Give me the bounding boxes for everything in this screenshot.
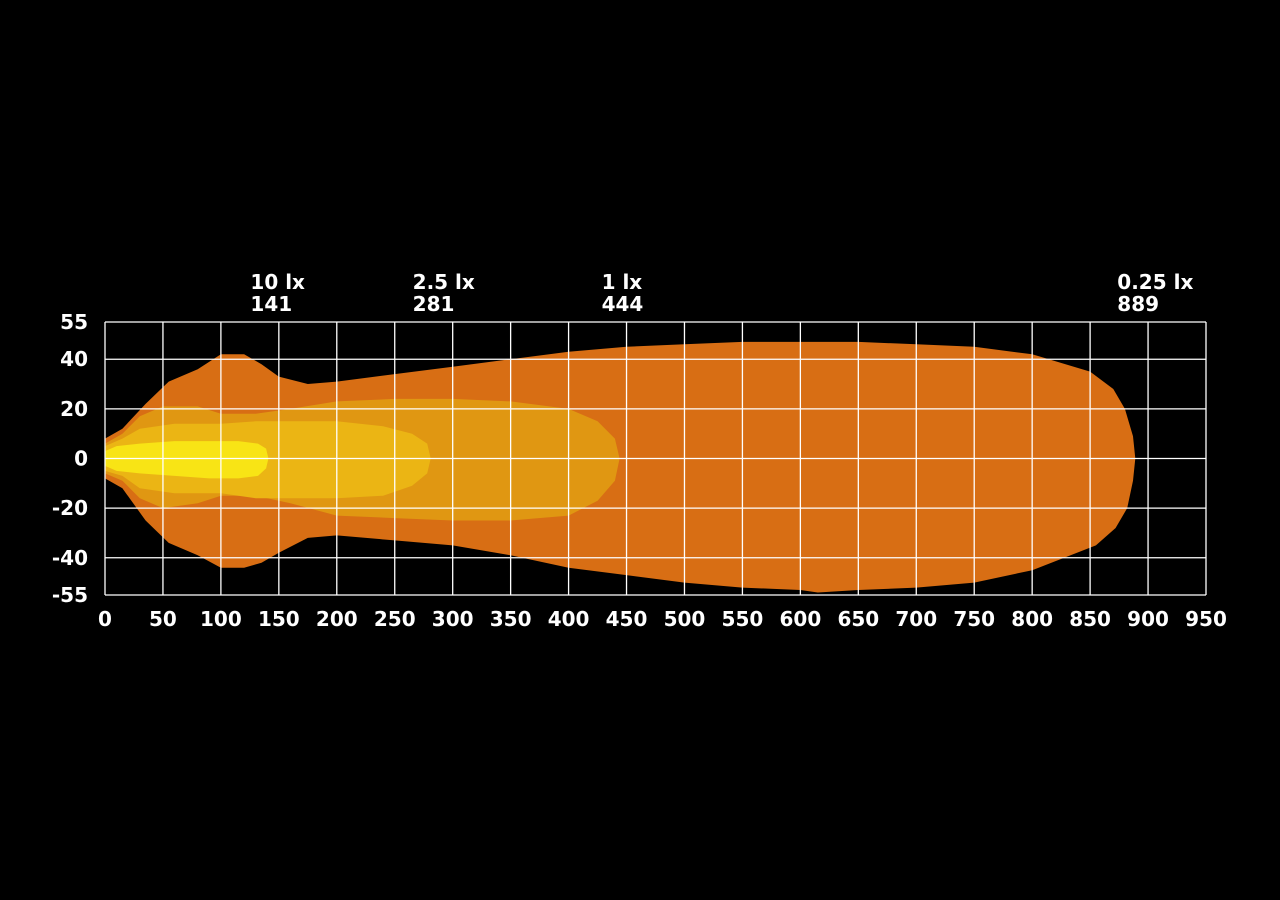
x-tick-label: 100 [200, 607, 242, 631]
annotation-distance: 889 [1117, 292, 1159, 316]
y-tick-label: 20 [60, 397, 88, 421]
annotation-illuminance: 2.5 lx [413, 270, 475, 294]
x-tick-label: 350 [490, 607, 532, 631]
annotation-distance: 141 [250, 292, 292, 316]
x-tick-label: 700 [895, 607, 937, 631]
y-tick-label: -40 [52, 546, 88, 570]
annotation-illuminance: 1 lx [602, 270, 643, 294]
x-tick-label: 950 [1185, 607, 1227, 631]
area-10-lx [105, 441, 269, 479]
annotation-illuminance: 10 lx [250, 270, 305, 294]
annotation-distance: 281 [413, 292, 455, 316]
y-tick-label: -55 [52, 583, 88, 607]
illuminance-areas [105, 341, 1136, 593]
annotation-illuminance: 0.25 lx [1117, 270, 1193, 294]
y-tick-label: 55 [60, 310, 88, 334]
x-tick-label: 250 [374, 607, 416, 631]
x-tick-label: 200 [316, 607, 358, 631]
x-tick-label: 400 [548, 607, 590, 631]
x-tick-label: 800 [1011, 607, 1053, 631]
x-tick-label: 50 [149, 607, 177, 631]
x-tick-label: 750 [953, 607, 995, 631]
x-tick-label: 900 [1127, 607, 1169, 631]
x-tick-label: 650 [837, 607, 879, 631]
x-tick-label: 150 [258, 607, 300, 631]
x-tick-label: 850 [1069, 607, 1111, 631]
x-tick-label: 550 [722, 607, 764, 631]
y-axis-ticks: 55 40 20 0 -20 -40 -55 [52, 310, 88, 607]
x-tick-label: 450 [606, 607, 648, 631]
x-tick-label: 300 [432, 607, 474, 631]
x-tick-label: 0 [98, 607, 112, 631]
x-tick-label: 500 [664, 607, 706, 631]
y-tick-label: -20 [52, 496, 88, 520]
y-tick-label: 0 [74, 447, 88, 471]
x-tick-label: 600 [779, 607, 821, 631]
y-tick-label: 40 [60, 347, 88, 371]
annotation-distance: 444 [602, 292, 644, 316]
grid [104, 321, 1207, 596]
x-axis-ticks: 0 50 100 150 200 250 300 350 400 450 500 550 600 650 7… [98, 607, 1227, 631]
